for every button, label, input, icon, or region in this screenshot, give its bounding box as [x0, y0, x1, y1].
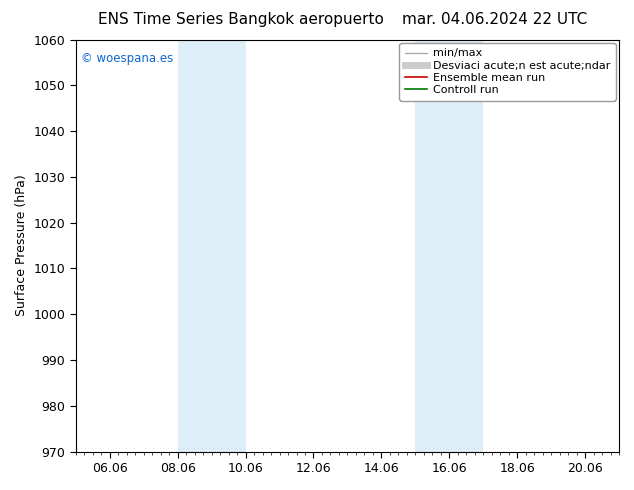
Bar — [415, 40, 483, 452]
Text: © woespana.es: © woespana.es — [81, 52, 174, 65]
Legend: min/max, Desviaci acute;n est acute;ndar, Ensemble mean run, Controll run: min/max, Desviaci acute;n est acute;ndar… — [399, 43, 616, 101]
Y-axis label: Surface Pressure (hPa): Surface Pressure (hPa) — [15, 175, 28, 317]
Text: mar. 04.06.2024 22 UTC: mar. 04.06.2024 22 UTC — [402, 12, 587, 27]
Text: ENS Time Series Bangkok aeropuerto: ENS Time Series Bangkok aeropuerto — [98, 12, 384, 27]
Bar — [178, 40, 245, 452]
